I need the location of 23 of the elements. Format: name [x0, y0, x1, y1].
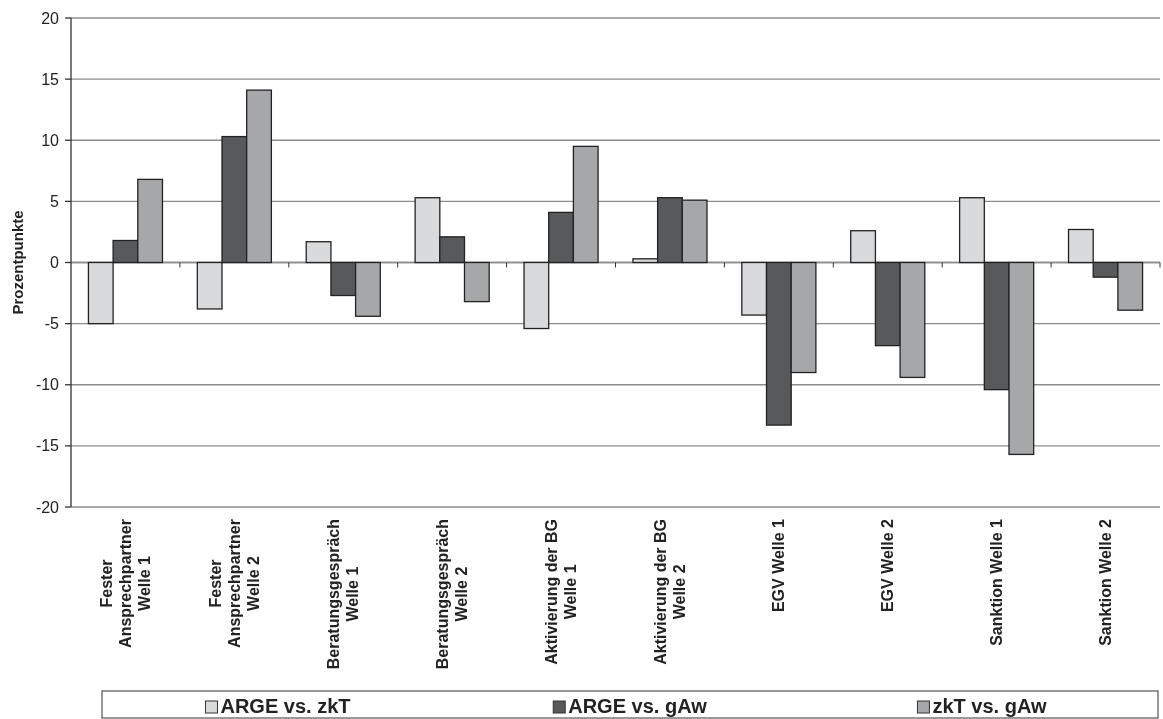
y-tick-label: 0 — [50, 254, 60, 271]
y-tick-label: -15 — [35, 437, 60, 455]
y-tick-label: -10 — [35, 376, 60, 394]
x-tick-label: Beratungsgespräch Welle 2 — [434, 519, 471, 670]
x-tick-label: Sanktion Welle 2 — [1097, 518, 1115, 646]
y-axis-title: Prozentpunkte — [8, 210, 26, 315]
legend-label: ARGE vs. zkT — [220, 695, 351, 717]
x-tick-label: EGV Welle 2 — [879, 518, 897, 613]
y-tick-label: 10 — [41, 131, 60, 149]
x-tick-label: Sanktion Welle 1 — [988, 518, 1006, 646]
x-tick-label: Beratungsgespräch Welle 1 — [325, 519, 362, 670]
legend-label: zkT vs. gAw — [932, 695, 1047, 717]
y-tick-label: -20 — [35, 498, 60, 516]
x-tick-label: Fester Ansprechpartner Welle 2 — [206, 519, 262, 648]
x-tick-label: Aktivierung der BG Welle 2 — [651, 519, 688, 665]
y-tick-label: 5 — [50, 192, 60, 210]
x-tick-label: EGV Welle 1 — [770, 518, 788, 613]
x-tick-label: Fester Ansprechpartner Welle 1 — [97, 519, 153, 648]
legend-label: ARGE vs. gAw — [568, 695, 708, 717]
y-tick-label: 15 — [41, 70, 60, 88]
y-tick-label: -5 — [44, 315, 60, 333]
y-tick-label: 20 — [41, 9, 60, 27]
x-tick-label: Aktivierung der BG Welle 1 — [543, 519, 580, 665]
